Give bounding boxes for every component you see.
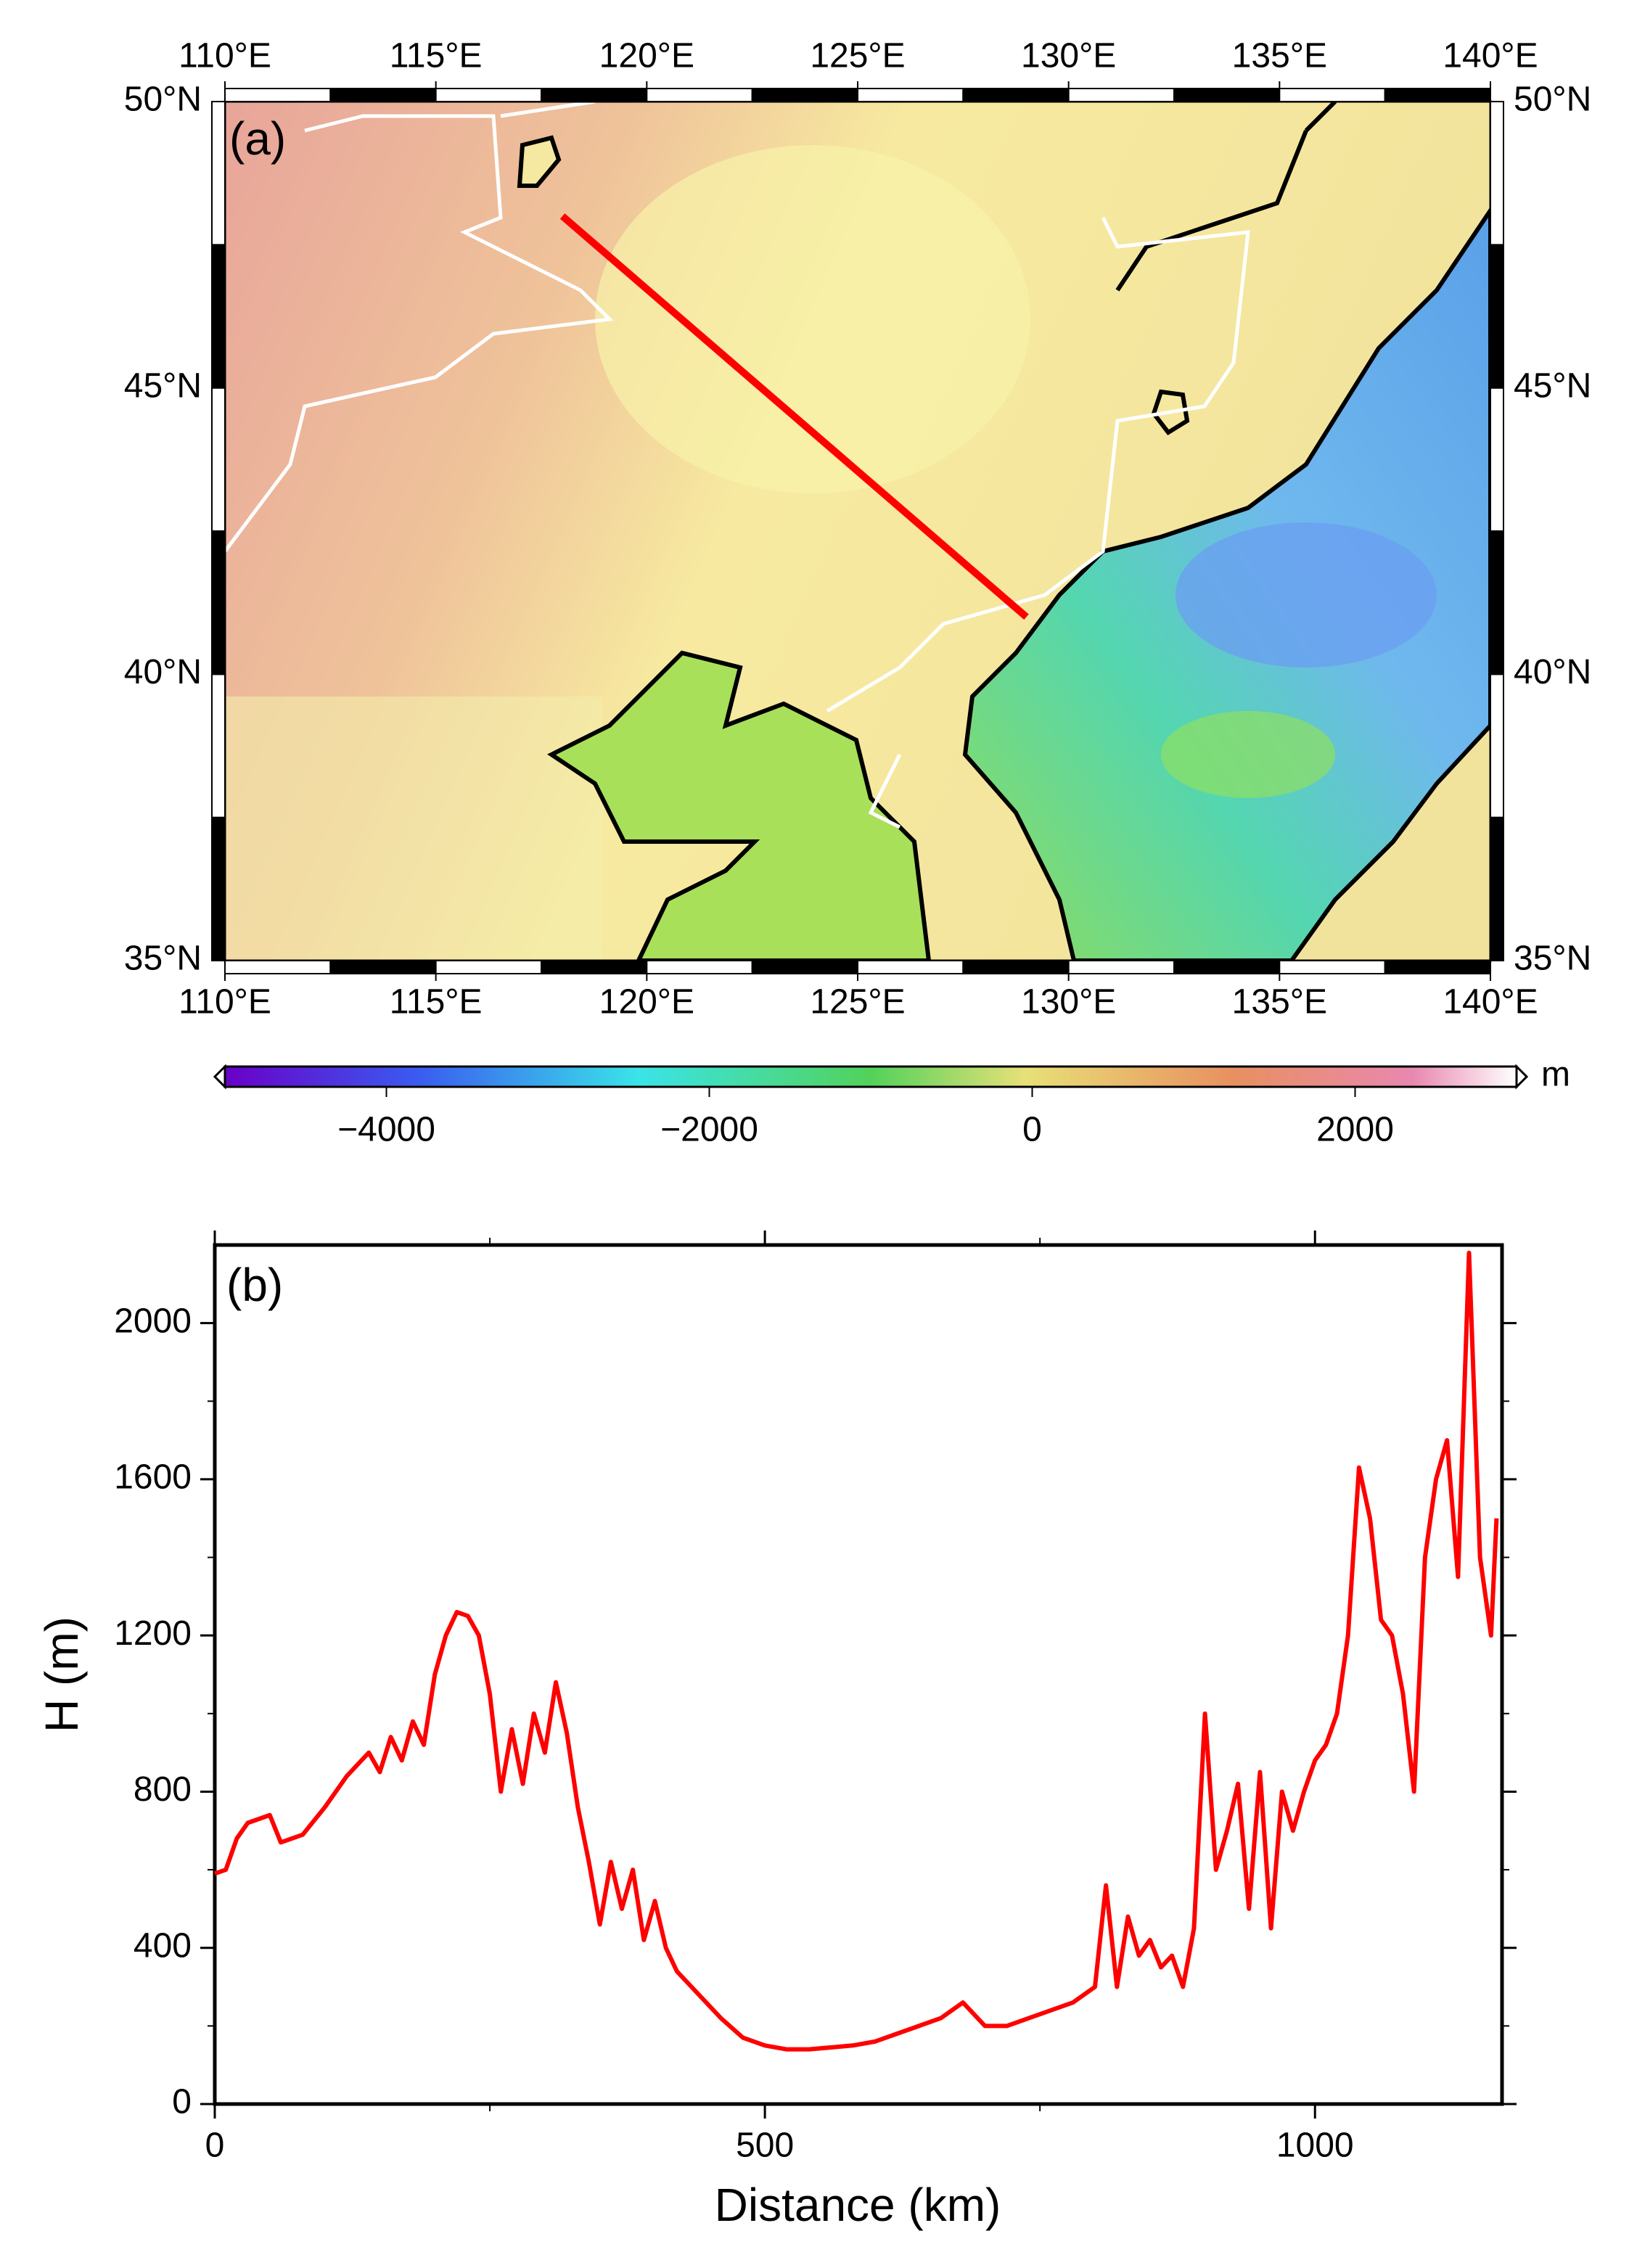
colorbar-tick-label: −4000 xyxy=(337,1111,435,1149)
y-tick-label: 50°N xyxy=(124,81,202,119)
plot-frame xyxy=(213,1243,1504,2106)
colorbar-tick-label: 2000 xyxy=(1316,1111,1394,1149)
frame-segment xyxy=(646,960,753,974)
x-tick-label: 500 xyxy=(736,2127,794,2165)
profile-line xyxy=(213,1250,1499,2052)
x-tick-label: 115°E xyxy=(390,37,483,75)
y-axis-label: H (m) xyxy=(36,1616,88,1733)
frame-segment xyxy=(646,88,753,102)
colorbar-tick-label: 0 xyxy=(1022,1111,1042,1149)
frame-segment xyxy=(1490,101,1504,246)
panel-label: (b) xyxy=(226,1259,283,1311)
frame-segment xyxy=(435,960,543,974)
x-tick-label: 110°E xyxy=(179,37,271,75)
x-tick-label: 130°E xyxy=(1021,983,1116,1022)
colorbar-unit: m xyxy=(1541,1056,1570,1094)
frame-segment xyxy=(1173,88,1281,102)
frame-segment xyxy=(962,88,1070,102)
colorbar xyxy=(223,1065,1518,1088)
panel-label: (a) xyxy=(229,112,286,165)
frame-segment xyxy=(751,960,858,974)
x-tick-label: 125°E xyxy=(810,37,905,75)
y-tick-label: 50°N xyxy=(1514,81,1591,119)
y-tick-label: 40°N xyxy=(124,653,202,691)
frame-segment xyxy=(211,101,226,246)
y-tick-label: 35°N xyxy=(1514,940,1591,978)
profile-line xyxy=(559,213,1029,620)
frame-segment xyxy=(1490,387,1504,533)
frame-segment xyxy=(1384,960,1491,974)
y-tick-label: 45°N xyxy=(1514,366,1591,405)
terrain xyxy=(225,102,1490,961)
y-tick-label: 0 xyxy=(172,2083,192,2121)
frame-segment xyxy=(751,88,858,102)
frame-segment xyxy=(224,960,332,974)
x-tick-label: 135°E xyxy=(1232,37,1327,75)
frame-segment xyxy=(329,88,437,102)
x-tick-label: 125°E xyxy=(810,983,905,1022)
frame-segment xyxy=(211,673,226,818)
y-tick-label: 35°N xyxy=(124,940,202,978)
y-tick-label: 45°N xyxy=(124,366,202,405)
x-tick-label: 0 xyxy=(205,2127,225,2165)
frame-segment xyxy=(1279,960,1386,974)
frame-segment xyxy=(857,960,964,974)
frame-segment xyxy=(1490,244,1504,389)
frame-segment xyxy=(1279,88,1386,102)
frame-segment xyxy=(211,530,226,675)
y-tick-label: 1600 xyxy=(114,1458,192,1497)
frame-segment xyxy=(541,88,648,102)
colorbar-tick-label: −2000 xyxy=(660,1111,758,1149)
frame-segment xyxy=(1490,673,1504,818)
frame-segment xyxy=(1173,960,1281,974)
x-tick-label: 110°E xyxy=(179,983,271,1022)
y-tick-label: 400 xyxy=(134,1926,192,1965)
frame-segment xyxy=(224,88,332,102)
y-tick-label: 800 xyxy=(134,1770,192,1809)
frame-segment xyxy=(1490,530,1504,675)
frame-segment xyxy=(857,88,964,102)
frame-segment xyxy=(211,387,226,533)
y-tick-label: 1200 xyxy=(114,1614,192,1653)
frame-segment xyxy=(435,88,543,102)
frame-segment xyxy=(541,960,648,974)
x-tick-label: 140°E xyxy=(1443,983,1538,1022)
frame-segment xyxy=(1067,960,1175,974)
x-tick-label: 130°E xyxy=(1021,37,1116,75)
frame-segment xyxy=(1067,88,1175,102)
frame-segment xyxy=(1490,816,1504,961)
x-axis-label: Distance (km) xyxy=(715,2179,1001,2231)
x-tick-label: 120°E xyxy=(599,983,694,1022)
x-tick-label: 115°E xyxy=(390,983,483,1022)
y-tick-label: 2000 xyxy=(114,1302,192,1340)
frame-segment xyxy=(211,244,226,389)
x-tick-label: 120°E xyxy=(599,37,694,75)
frame-segment xyxy=(211,816,226,961)
x-tick-label: 135°E xyxy=(1232,983,1327,1022)
frame-segment xyxy=(962,960,1070,974)
frame-segment xyxy=(329,960,437,974)
y-tick-label: 40°N xyxy=(1514,653,1591,691)
frame-segment xyxy=(1384,88,1491,102)
x-tick-label: 140°E xyxy=(1443,37,1538,75)
x-tick-label: 1000 xyxy=(1276,2127,1354,2165)
